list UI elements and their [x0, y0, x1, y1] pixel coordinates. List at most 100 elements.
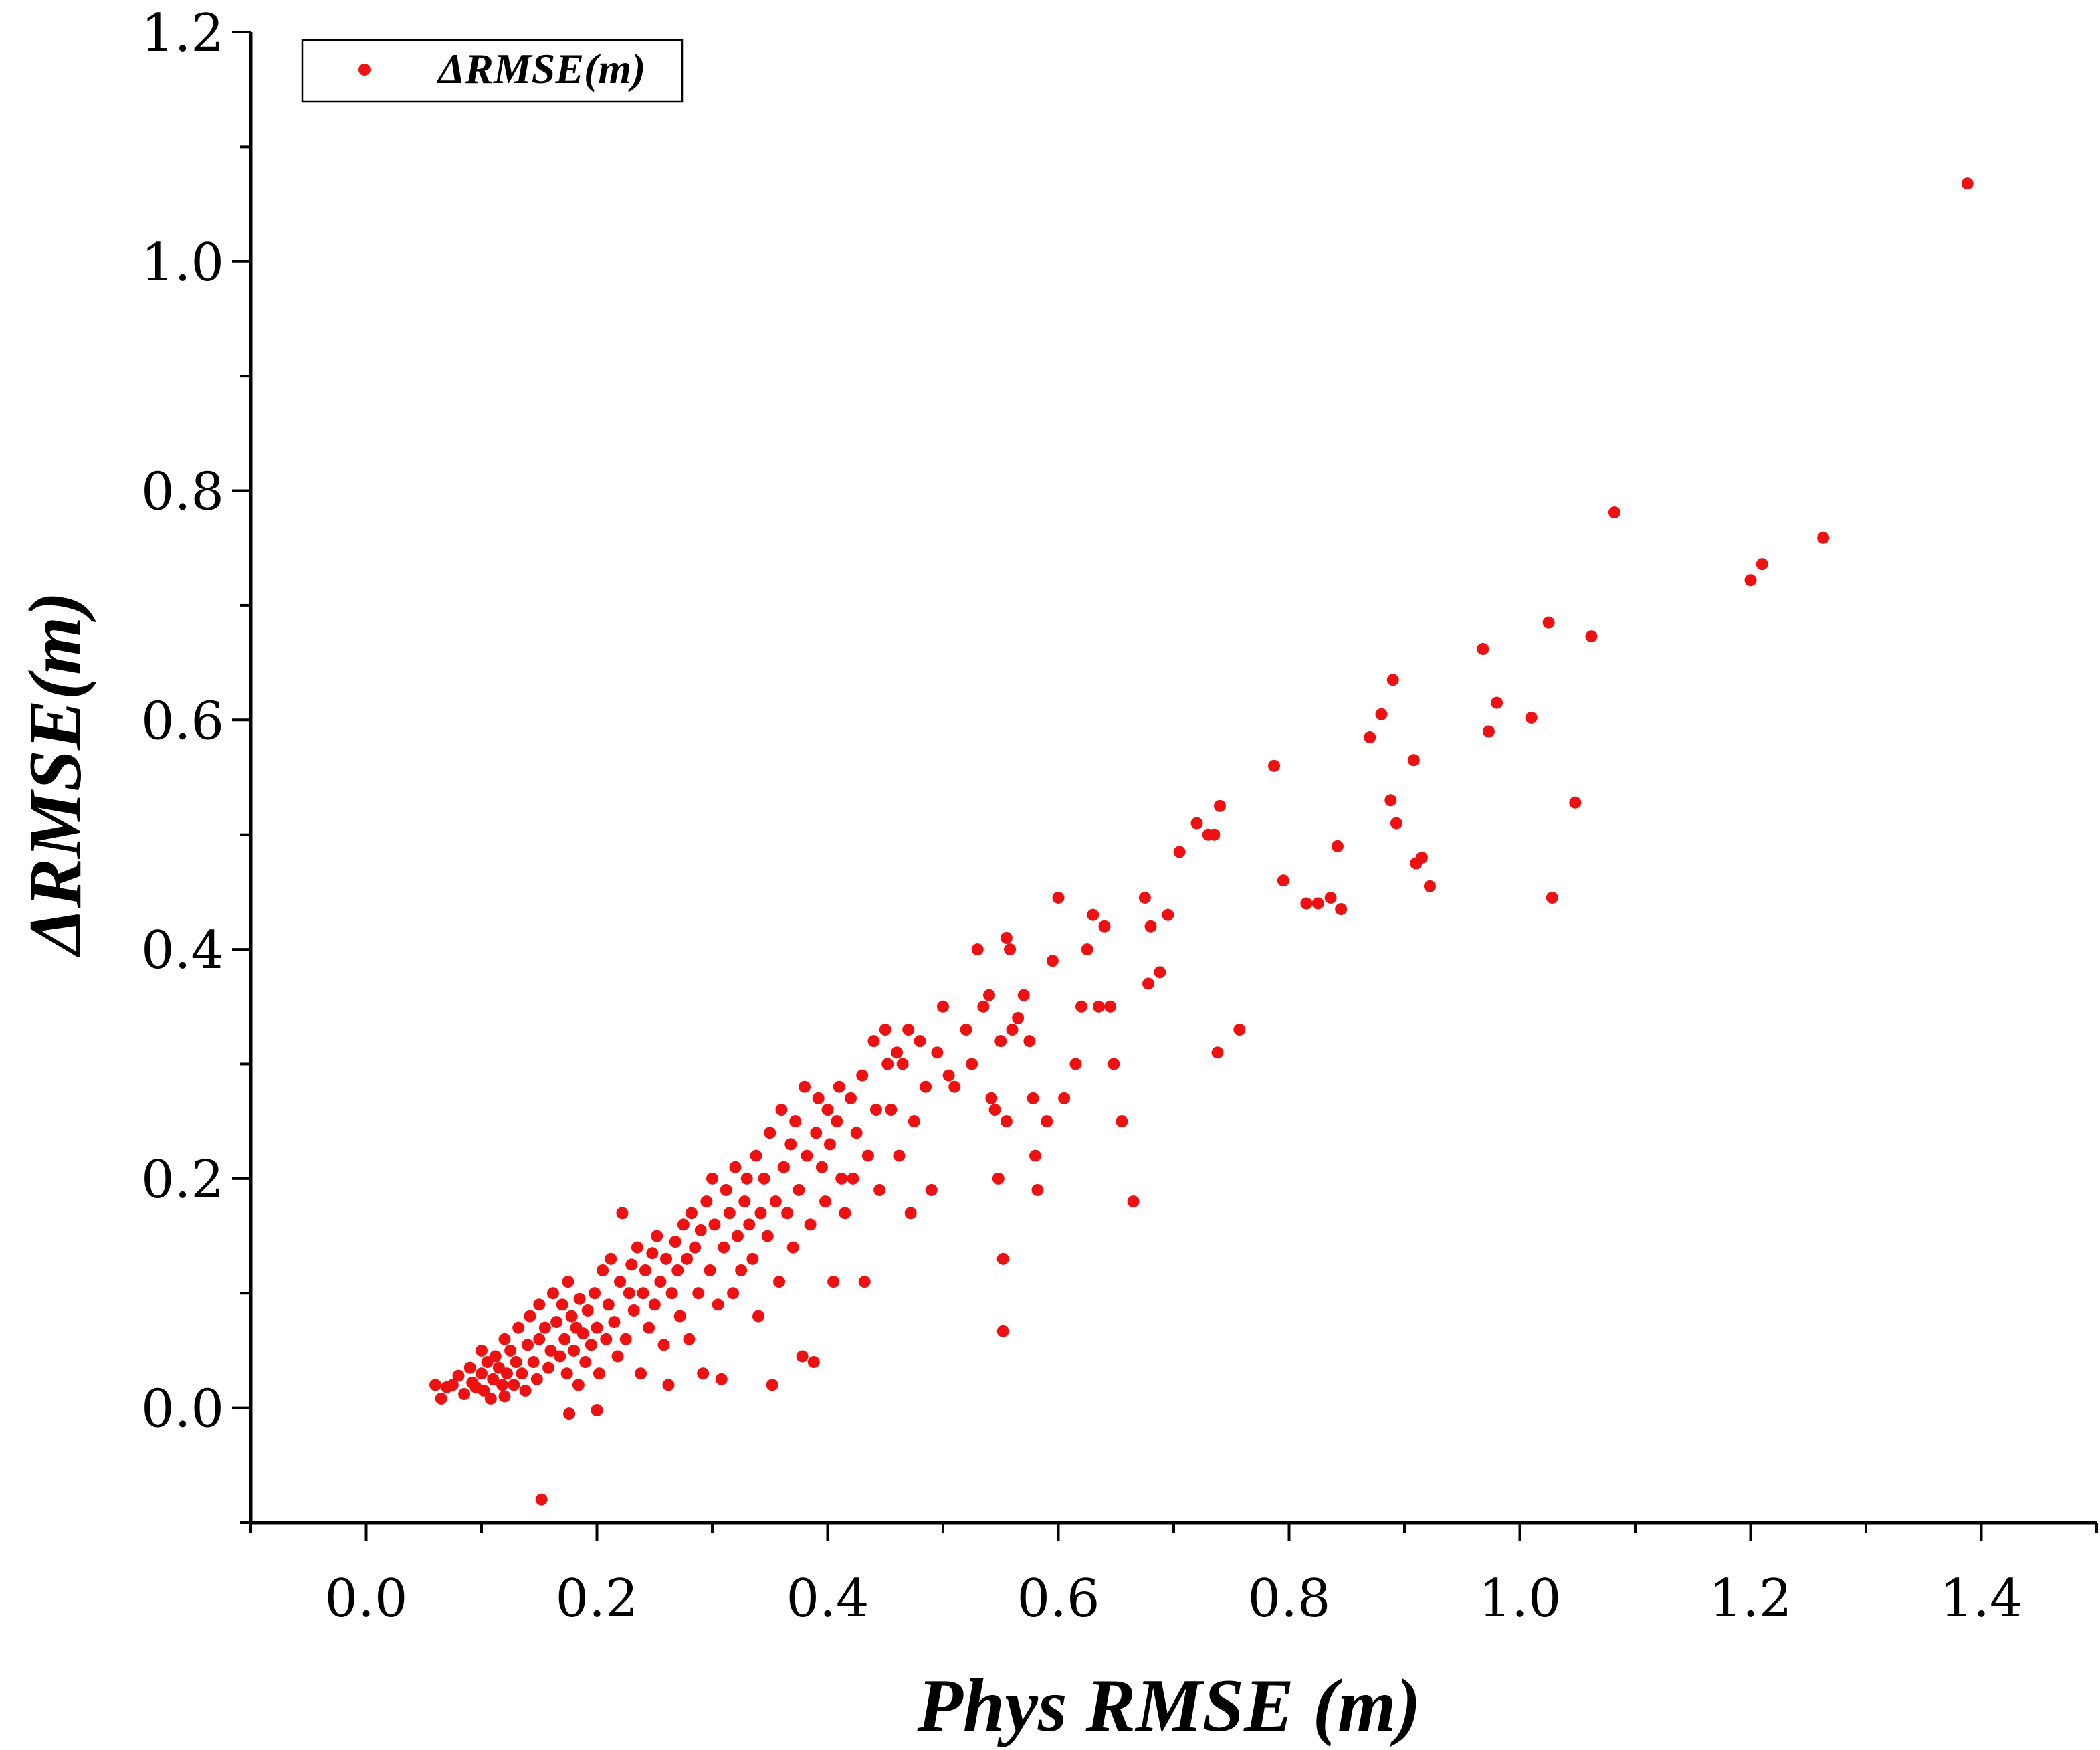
data-point	[654, 1276, 667, 1288]
data-point	[781, 1207, 794, 1220]
data-point	[992, 1172, 1005, 1185]
data-point	[966, 1058, 978, 1070]
data-point	[623, 1287, 635, 1300]
x-tick-label: 0.8	[1247, 1569, 1330, 1629]
data-point	[988, 1104, 1001, 1116]
data-point	[697, 1367, 710, 1380]
data-point	[487, 1373, 500, 1385]
data-point	[522, 1339, 534, 1351]
data-point	[1407, 754, 1420, 767]
data-point	[627, 1304, 640, 1317]
data-point	[573, 1292, 586, 1305]
data-point	[671, 1264, 684, 1276]
data-point	[850, 1127, 863, 1139]
data-point	[476, 1344, 488, 1357]
x-tick-label: 1.0	[1478, 1569, 1561, 1629]
data-point	[1012, 1011, 1025, 1024]
data-point	[1268, 759, 1281, 772]
data-point	[996, 1252, 1009, 1265]
x-axis-title: Phys RMSE (m)	[917, 1664, 1421, 1747]
data-point	[508, 1379, 520, 1391]
data-point	[812, 1092, 825, 1104]
data-point	[799, 1080, 811, 1093]
data-point	[1092, 1000, 1105, 1013]
data-point	[643, 1321, 655, 1334]
data-point	[556, 1298, 568, 1311]
data-point	[1154, 966, 1166, 979]
data-point	[554, 1350, 566, 1363]
data-point	[761, 1230, 774, 1242]
data-point	[1482, 725, 1495, 738]
data-point	[458, 1388, 471, 1401]
data-point	[669, 1236, 681, 1248]
x-tick-label: 1.4	[1939, 1569, 2022, 1629]
data-point	[1214, 799, 1226, 812]
data-point	[616, 1207, 629, 1220]
data-point	[869, 1104, 882, 1116]
data-point	[1324, 891, 1337, 904]
data-point	[708, 1218, 721, 1231]
data-point	[1031, 1183, 1044, 1196]
data-point	[1491, 696, 1503, 709]
data-point	[740, 1172, 753, 1185]
data-point	[861, 1149, 874, 1162]
data-point	[563, 1407, 576, 1420]
data-point	[937, 1000, 949, 1013]
data-point	[500, 1367, 513, 1380]
data-point	[856, 1069, 869, 1082]
data-point	[496, 1379, 509, 1391]
x-tick-label: 0.2	[555, 1569, 638, 1629]
data-point	[1000, 1115, 1013, 1128]
data-point	[579, 1356, 592, 1369]
data-point	[819, 1195, 832, 1208]
data-point	[904, 1207, 917, 1220]
data-point	[1027, 1092, 1039, 1104]
data-point	[605, 1252, 617, 1265]
data-point	[446, 1379, 459, 1391]
data-point	[1098, 920, 1111, 933]
y-tick-label: 0.0	[141, 1379, 224, 1440]
data-point	[823, 1138, 836, 1151]
data-point	[985, 1092, 998, 1104]
data-point	[1127, 1195, 1140, 1208]
data-point	[546, 1287, 559, 1300]
y-tick-label: 0.8	[141, 462, 224, 522]
data-point	[1542, 616, 1555, 629]
data-point	[1108, 1058, 1120, 1070]
data-point	[660, 1252, 672, 1265]
data-point	[648, 1298, 661, 1311]
data-point	[635, 1367, 647, 1380]
data-point	[891, 1046, 903, 1059]
data-point	[775, 1104, 788, 1116]
data-point	[1331, 840, 1344, 852]
data-points	[429, 177, 1974, 1506]
data-point	[1608, 506, 1620, 519]
data-point	[1415, 851, 1428, 864]
data-point	[565, 1310, 578, 1323]
data-point	[931, 1046, 944, 1059]
y-tick-label: 0.4	[141, 920, 224, 981]
data-point	[608, 1316, 621, 1329]
data-point	[1961, 177, 1974, 190]
data-point	[1300, 897, 1313, 910]
data-point	[662, 1379, 675, 1391]
data-point	[1000, 931, 1013, 944]
data-point	[1744, 574, 1757, 587]
data-point	[1116, 1115, 1128, 1128]
data-point	[971, 943, 984, 956]
axes	[249, 32, 2097, 1525]
data-point	[821, 1104, 834, 1116]
data-point	[1190, 817, 1203, 830]
data-point	[752, 1310, 764, 1323]
data-point	[498, 1390, 511, 1403]
data-point	[720, 1183, 732, 1196]
x-tick-label: 0.0	[324, 1569, 407, 1629]
data-point	[683, 1333, 696, 1345]
x-tick-label: 1.2	[1709, 1569, 1792, 1629]
data-point	[948, 1080, 961, 1093]
data-point	[452, 1369, 465, 1382]
data-point	[960, 1024, 972, 1036]
data-point	[942, 1069, 955, 1082]
data-point	[589, 1287, 601, 1300]
